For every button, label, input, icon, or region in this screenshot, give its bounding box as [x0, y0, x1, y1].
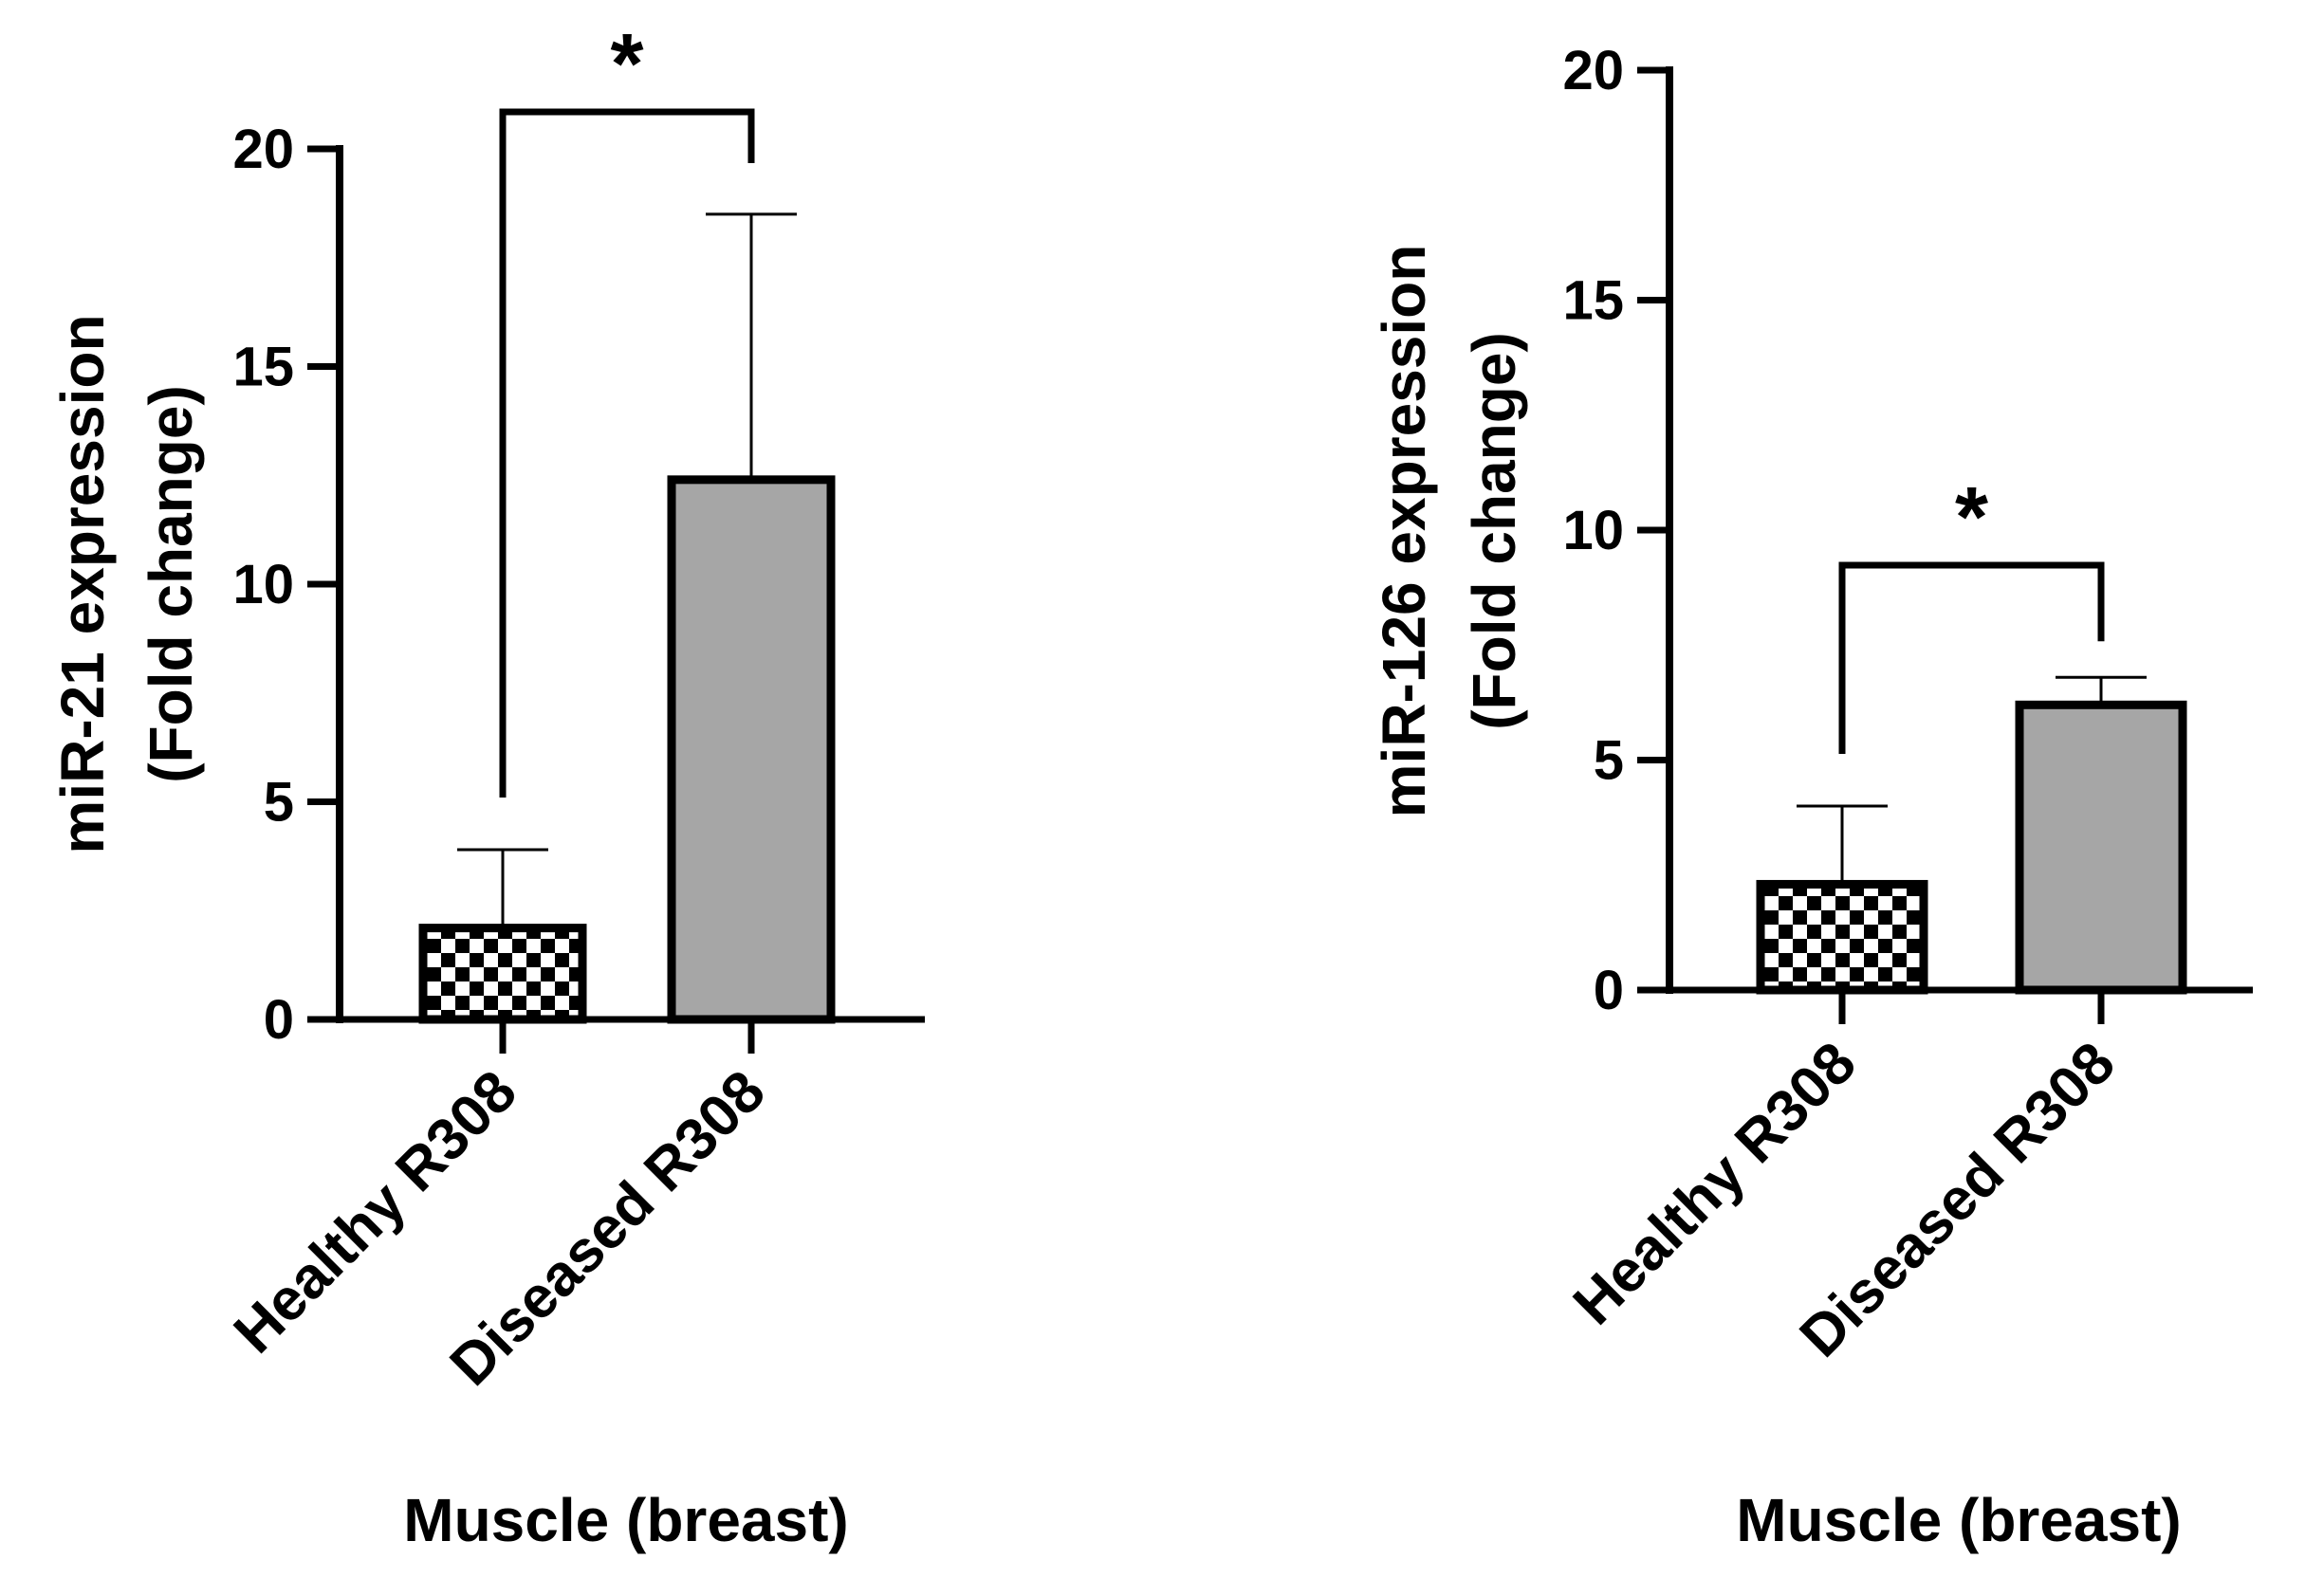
- bar-healthy-r308: [1756, 879, 1928, 995]
- y-tick-label-10: 10: [232, 554, 294, 615]
- y-tick-label-20: 20: [1562, 40, 1624, 101]
- bar-diseased-r308: [2015, 700, 2187, 995]
- bracket-line: [499, 108, 755, 798]
- y-tick-label-5: 5: [264, 772, 294, 834]
- significance-bracket: *: [1838, 470, 2105, 754]
- y-axis-title-line2: (Fold change): [137, 385, 205, 783]
- y-tick-label-20: 20: [232, 119, 294, 180]
- x-axis-title: Muscle (breast): [403, 1486, 848, 1554]
- x-axis-title: Muscle (breast): [1736, 1486, 2181, 1554]
- significance-label: *: [610, 17, 643, 112]
- bar-diseased-r308: [667, 475, 836, 1024]
- y-tick-label-0: 0: [1594, 960, 1624, 1021]
- y-tick-label-15: 15: [232, 337, 294, 398]
- bar-healthy-r308: [418, 924, 587, 1024]
- y-axis-title-line1: miR-21 expression: [48, 314, 117, 853]
- y-axis: 0 5 10 15 20: [232, 119, 343, 1051]
- significance-bracket: *: [499, 17, 755, 798]
- y-tick-label-0: 0: [264, 989, 294, 1051]
- significance-label: *: [1955, 470, 1988, 565]
- y-axis: 0 5 10 15 20: [1562, 40, 1673, 1021]
- error-bar-healthy-r308: [1797, 804, 1888, 885]
- bracket-line: [1838, 561, 2105, 754]
- error-bar-diseased-r308: [706, 212, 797, 480]
- y-axis-title-line2: (Fold change): [1460, 332, 1528, 730]
- y-tick-label-10: 10: [1562, 500, 1624, 561]
- y-axis-title-line1: miR-126 expression: [1370, 245, 1438, 818]
- error-bar-healthy-r308: [457, 848, 548, 928]
- y-tick-label-5: 5: [1594, 730, 1624, 792]
- y-tick-label-15: 15: [1562, 270, 1624, 332]
- error-bar-diseased-r308: [2056, 675, 2147, 706]
